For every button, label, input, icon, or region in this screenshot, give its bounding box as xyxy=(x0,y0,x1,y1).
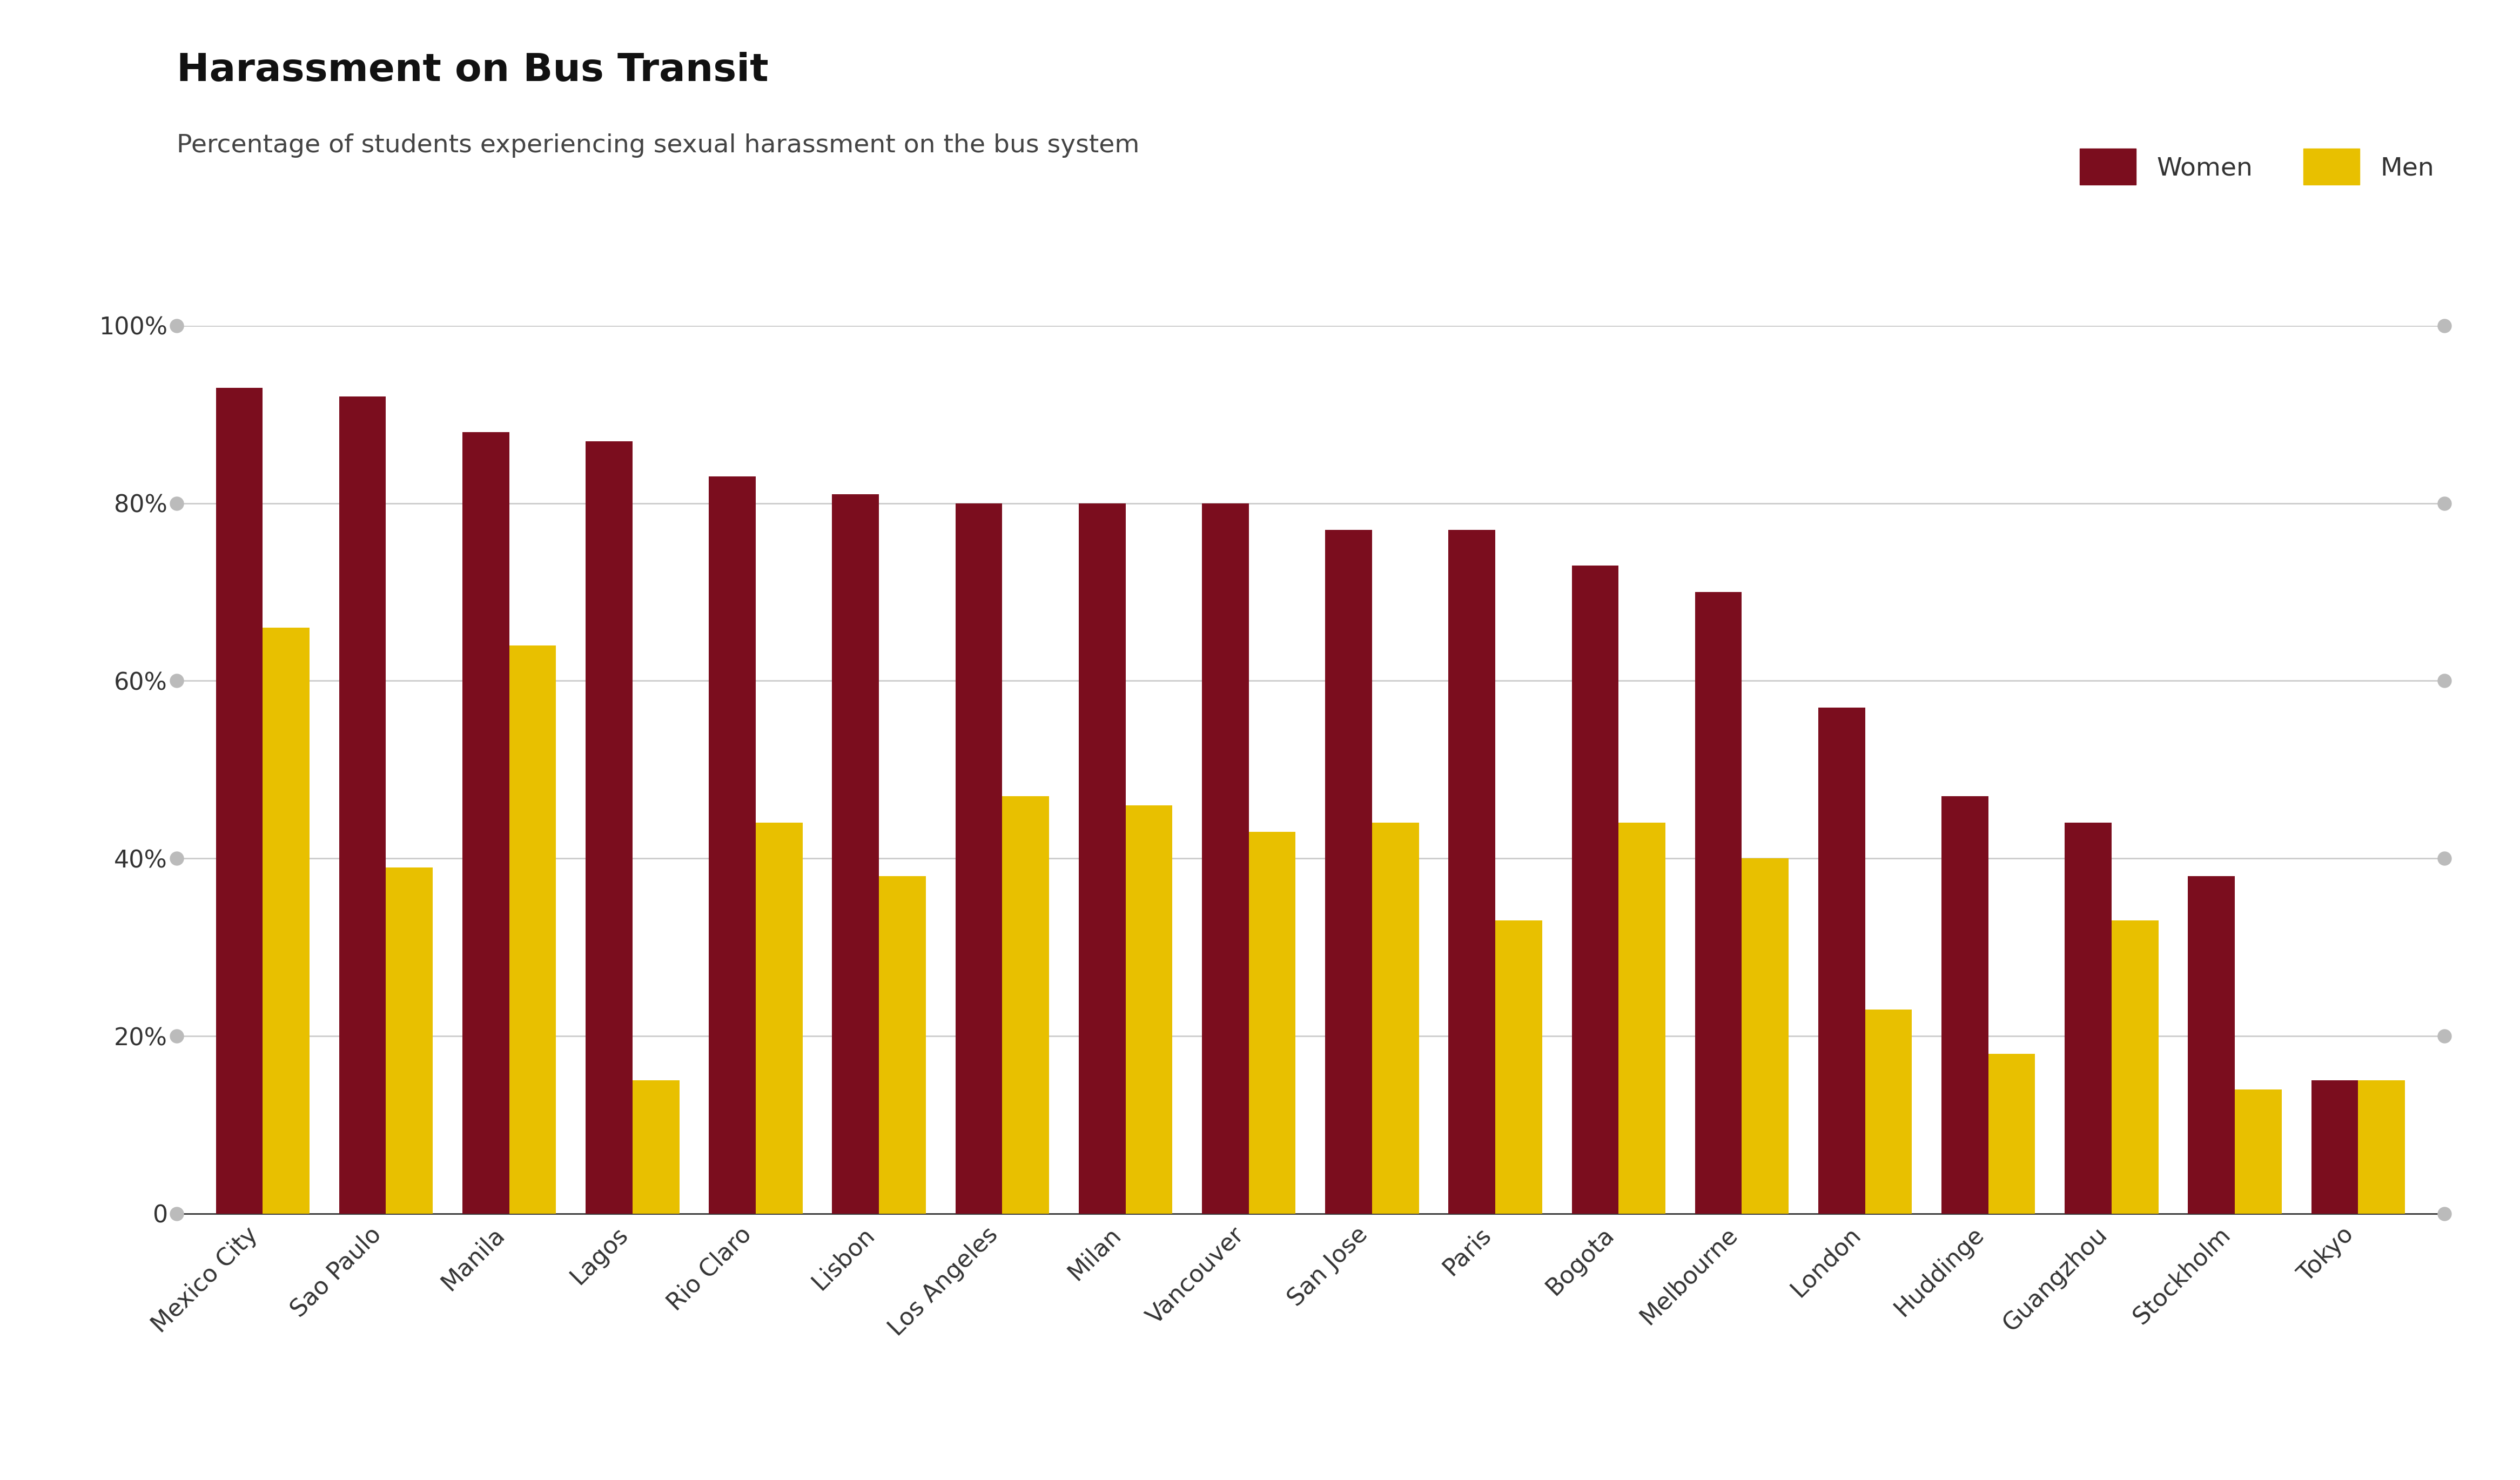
Bar xyxy=(1202,503,1250,1214)
Text: Percentage of students experiencing sexual harassment on the bus system: Percentage of students experiencing sexu… xyxy=(176,133,1139,157)
Bar xyxy=(756,823,801,1214)
Bar xyxy=(340,397,386,1214)
Bar xyxy=(879,876,925,1214)
Bar xyxy=(1988,1054,2036,1214)
Bar xyxy=(585,441,633,1214)
Bar xyxy=(1819,707,1865,1214)
Bar xyxy=(1079,503,1126,1214)
Bar xyxy=(1741,858,1789,1214)
Bar xyxy=(386,867,433,1214)
Bar xyxy=(832,494,879,1214)
Bar xyxy=(2064,823,2112,1214)
Bar xyxy=(2112,921,2160,1214)
Bar xyxy=(509,645,557,1214)
Bar xyxy=(2187,876,2235,1214)
Bar xyxy=(1003,796,1048,1214)
Bar xyxy=(1326,530,1371,1214)
Bar xyxy=(955,503,1003,1214)
Bar xyxy=(1618,823,1666,1214)
Legend: Women, Men: Women, Men xyxy=(2069,139,2444,195)
Bar xyxy=(1449,530,1494,1214)
Bar xyxy=(262,628,310,1214)
Bar xyxy=(1940,796,1988,1214)
Bar xyxy=(1126,805,1172,1214)
Bar xyxy=(1865,1009,1913,1214)
Bar xyxy=(1371,823,1419,1214)
Bar xyxy=(461,432,509,1214)
Bar xyxy=(2311,1080,2359,1214)
Bar xyxy=(1572,565,1618,1214)
Bar xyxy=(217,388,262,1214)
Bar xyxy=(2235,1089,2281,1214)
Bar xyxy=(1250,832,1295,1214)
Text: Harassment on Bus Transit: Harassment on Bus Transit xyxy=(176,52,769,89)
Bar xyxy=(2359,1080,2404,1214)
Bar xyxy=(633,1080,680,1214)
Bar xyxy=(708,477,756,1214)
Bar xyxy=(1696,592,1741,1214)
Bar xyxy=(1494,921,1542,1214)
